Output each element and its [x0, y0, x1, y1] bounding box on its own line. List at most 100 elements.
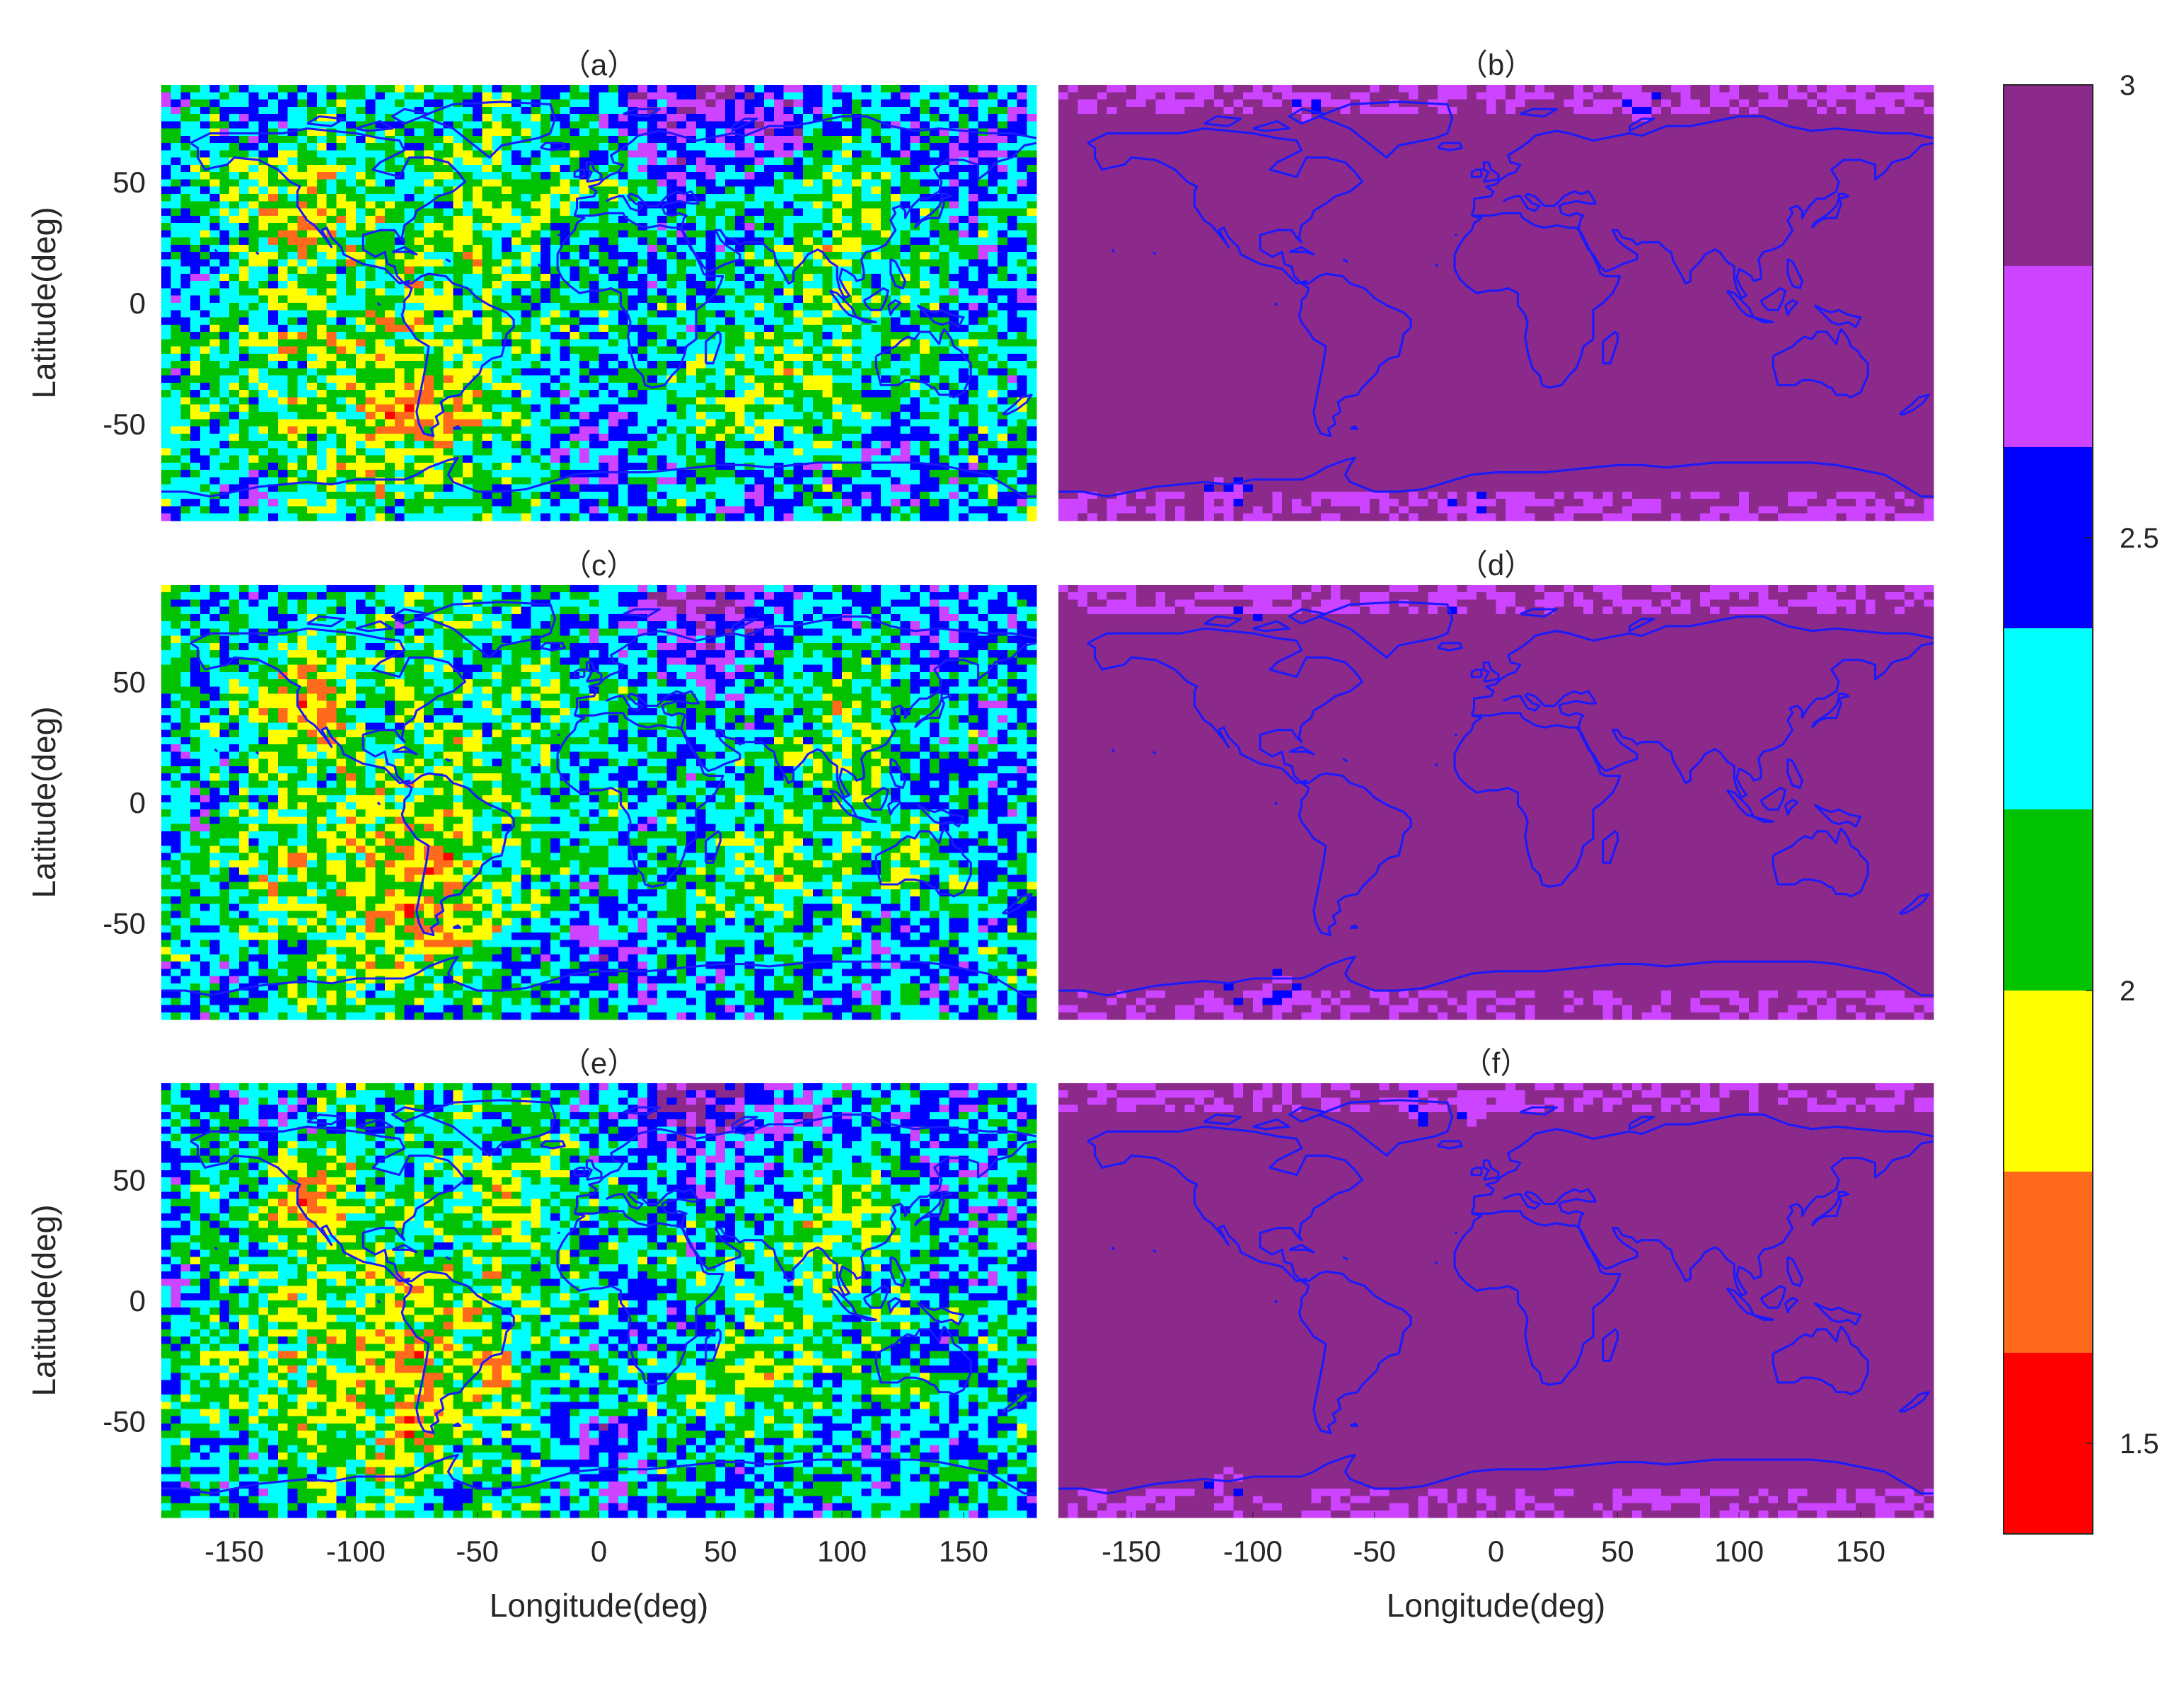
heatmap-cell	[502, 252, 512, 260]
heatmap-cell	[297, 376, 307, 383]
heatmap-cell	[210, 376, 220, 383]
heatmap-cell	[599, 223, 609, 231]
heatmap-cell	[463, 194, 473, 202]
heatmap-cell	[823, 325, 833, 333]
heatmap-cell	[453, 470, 463, 478]
heatmap-cell	[813, 325, 823, 333]
heatmap-cell	[346, 245, 356, 253]
heatmap-cell	[657, 187, 667, 195]
heatmap-cell	[200, 201, 210, 209]
heatmap-cell	[949, 412, 959, 420]
heatmap-cell	[239, 165, 249, 173]
heatmap-cell	[463, 441, 473, 449]
heatmap-cell	[676, 267, 686, 275]
heatmap-cell	[852, 368, 862, 376]
heatmap-cell	[444, 405, 453, 412]
heatmap-cell	[521, 470, 531, 478]
heatmap-cell	[862, 376, 872, 383]
heatmap-cell	[405, 179, 415, 187]
heatmap-cell	[813, 201, 823, 209]
heatmap-cell	[453, 434, 463, 441]
heatmap-cell	[258, 143, 268, 151]
heatmap-cell	[862, 368, 872, 376]
heatmap-cell	[735, 230, 745, 238]
heatmap-cell	[483, 158, 492, 166]
heatmap-cell	[327, 368, 337, 376]
heatmap-cell	[754, 332, 764, 340]
heatmap-cell	[667, 347, 677, 354]
heatmap-cell	[901, 354, 911, 362]
heatmap-cell	[910, 267, 920, 275]
heatmap-cell	[288, 158, 298, 166]
heatmap-cell	[395, 441, 405, 449]
heatmap-cell	[190, 179, 200, 187]
heatmap-cell	[589, 477, 599, 485]
heatmap-cell	[676, 427, 686, 434]
heatmap-cell	[754, 179, 764, 187]
heatmap-cell	[754, 310, 764, 318]
heatmap-cell	[832, 332, 842, 340]
heatmap-cell	[473, 325, 483, 333]
heatmap-cell	[570, 448, 579, 456]
heatmap-cell	[637, 281, 647, 289]
heatmap-cell	[512, 441, 521, 449]
heatmap-cell	[978, 107, 988, 115]
heatmap-cell	[161, 470, 171, 478]
heatmap-cell	[210, 259, 220, 267]
heatmap-cell	[618, 383, 628, 391]
heatmap-cell	[784, 427, 794, 434]
heatmap-cell	[483, 136, 492, 144]
heatmap-cell	[268, 238, 278, 246]
heatmap-cell	[492, 288, 502, 296]
heatmap-cell	[745, 288, 755, 296]
heatmap-cell	[725, 376, 735, 383]
heatmap-cell	[453, 448, 463, 456]
heatmap-cell	[940, 376, 949, 383]
heatmap-cell	[881, 209, 891, 216]
heatmap-cell	[180, 368, 190, 376]
heatmap-cell	[676, 441, 686, 449]
heatmap-cell	[862, 121, 872, 129]
heatmap-cell	[647, 463, 657, 470]
heatmap-cell	[385, 412, 395, 420]
heatmap-cell	[745, 92, 755, 100]
heatmap-cell	[813, 259, 823, 267]
heatmap-cell	[268, 92, 278, 100]
heatmap-cell	[395, 179, 405, 187]
heatmap-cell	[239, 92, 249, 100]
heatmap-cell	[249, 303, 259, 311]
heatmap-cell	[920, 288, 930, 296]
heatmap-cell	[696, 361, 706, 369]
heatmap-cell	[336, 325, 346, 333]
heatmap-cell	[550, 441, 560, 449]
heatmap-cell	[268, 427, 278, 434]
heatmap-cell	[210, 100, 220, 108]
heatmap-cell	[1017, 412, 1027, 420]
heatmap-cell	[998, 397, 1007, 405]
heatmap-cell	[366, 310, 376, 318]
heatmap-cell	[180, 136, 190, 144]
heatmap-cell	[676, 288, 686, 296]
heatmap-cell	[832, 463, 842, 470]
heatmap-cell	[385, 318, 395, 325]
heatmap-cell	[531, 143, 541, 151]
heatmap-cell	[657, 434, 667, 441]
heatmap-cell	[1007, 92, 1017, 100]
heatmap-cell	[521, 129, 531, 137]
heatmap-cell	[366, 361, 376, 369]
heatmap-cell	[793, 100, 803, 108]
heatmap-cell	[366, 383, 376, 391]
heatmap-cell	[803, 456, 813, 463]
heatmap-cell	[161, 354, 171, 362]
panels: （a）500-50Latitude(deg)（b）（c）500-50Latitu…	[25, 48, 1934, 1624]
heatmap-cell	[405, 448, 415, 456]
heatmap-cell	[414, 100, 424, 108]
heatmap-cell	[745, 100, 755, 108]
heatmap-cell	[531, 361, 541, 369]
heatmap-cell	[463, 274, 473, 282]
heatmap-cell	[356, 223, 366, 231]
heatmap-cell	[754, 92, 764, 100]
heatmap-cell	[531, 347, 541, 354]
heatmap-cell	[686, 150, 696, 158]
heatmap-cell	[1027, 303, 1036, 311]
